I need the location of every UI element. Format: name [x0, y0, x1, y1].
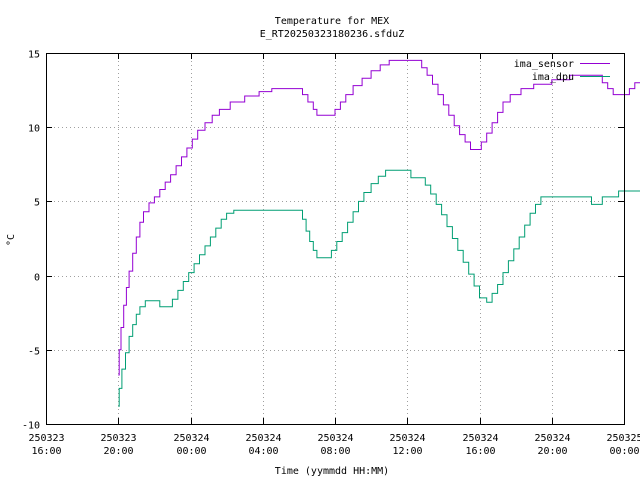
series-line-ima-sensor	[118, 59, 640, 376]
legend-label-ima-dpu: ima_dpu	[532, 72, 574, 83]
y-tick-label: -10	[22, 421, 40, 432]
chart-subtitle: E_RT20250323180236.sfduZ	[260, 29, 405, 40]
plot-frame	[46, 53, 625, 425]
x-tick-time-label: 12:00	[392, 446, 422, 457]
axis-ticks: -10 -5 0 5 10 15 250323 16:00 250323 20:00 250324 0…	[22, 50, 640, 458]
y-tick-label: -5	[28, 347, 40, 358]
x-tick-date-label: 250324	[245, 433, 281, 444]
x-tick-time-label: 00:00	[176, 446, 206, 457]
chart-title: Temperature for MEX	[275, 16, 389, 27]
x-tick-time-label: 20:00	[537, 446, 567, 457]
x-tick-date-label: 250324	[462, 433, 498, 444]
x-tick-time-label: 00:00	[609, 446, 639, 457]
y-tick-label: 0	[34, 273, 40, 284]
y-tick-label: 10	[28, 124, 40, 135]
x-tick-date-label: 250325	[606, 433, 640, 444]
y-tick-label: 15	[28, 50, 40, 61]
x-tick-date-label: 250324	[317, 433, 353, 444]
series-line-ima-dpu	[118, 169, 640, 407]
y-axis-label: °C	[6, 234, 17, 246]
x-tick-date-label: 250324	[173, 433, 209, 444]
x-tick-time-label: 16:00	[465, 446, 495, 457]
grid-lines	[46, 53, 624, 424]
x-tick-date-label: 250324	[389, 433, 425, 444]
x-axis-label: Time (yymmdd HH:MM)	[275, 466, 389, 477]
series-layer	[118, 59, 640, 407]
x-tick-date-label: 250323	[100, 433, 136, 444]
x-tick-time-label: 16:00	[31, 446, 61, 457]
x-tick-time-label: 20:00	[103, 446, 133, 457]
x-tick-date-label: 250323	[28, 433, 64, 444]
legend: ima_sensor ima_dpu	[514, 59, 610, 83]
y-tick-label: 5	[34, 198, 40, 209]
x-tick-date-label: 250324	[534, 433, 570, 444]
x-tick-time-label: 04:00	[248, 446, 278, 457]
x-tick-time-label: 08:00	[320, 446, 350, 457]
legend-label-ima-sensor: ima_sensor	[514, 59, 574, 70]
